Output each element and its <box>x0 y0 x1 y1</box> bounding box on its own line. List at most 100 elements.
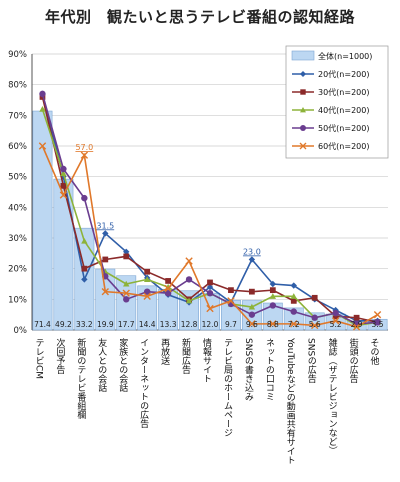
bar-value-label: 19.9 <box>97 320 114 329</box>
data-point <box>165 278 171 284</box>
category-label: 友人との会話 <box>96 337 107 393</box>
bar <box>137 285 158 331</box>
bar-value-label: 3.5 <box>372 320 384 329</box>
data-point <box>269 280 277 288</box>
legend-label: 50代(n=200) <box>318 123 369 133</box>
bar-value-label: 5.2 <box>330 320 342 329</box>
data-point <box>206 283 214 291</box>
legend-label: 全体(n=1000) <box>318 51 372 61</box>
data-point <box>185 257 193 265</box>
data-point <box>122 289 130 297</box>
bar-value-label: 14.4 <box>139 320 156 329</box>
data-point <box>353 314 360 321</box>
category-label: 再放送 <box>159 338 170 366</box>
bar <box>53 178 74 331</box>
bar <box>32 110 53 331</box>
data-point <box>290 293 297 299</box>
data-point <box>228 287 234 294</box>
y-tick-label: 90% <box>8 50 27 60</box>
data-point <box>207 279 213 286</box>
bar-value-label: 8.8 <box>267 320 279 329</box>
legend-swatch <box>291 50 315 61</box>
data-point <box>143 292 151 300</box>
data-point <box>38 142 47 150</box>
data-point <box>123 248 130 255</box>
bar-value-label: 12.0 <box>202 320 219 329</box>
data-point <box>164 284 172 293</box>
data-point <box>290 308 297 315</box>
category-label: 新聞広告 <box>180 337 191 375</box>
data-point <box>143 288 151 295</box>
y-tick-label: 60% <box>8 142 27 152</box>
category-label: SNSの書き込み <box>243 338 254 401</box>
data-point <box>60 182 67 189</box>
category-label: ネットの口コミ <box>264 338 275 401</box>
category-label: 街頭の広告 <box>348 337 359 384</box>
y-tick-label: 80% <box>8 81 27 91</box>
data-point <box>102 256 109 263</box>
data-point <box>290 297 297 304</box>
chart-title: 年代別 観たいと思うテレビ番組の認知経路 <box>44 8 355 26</box>
data-point <box>143 276 151 282</box>
bar-value-label: 2.9 <box>351 320 363 329</box>
data-point <box>102 230 109 237</box>
category-label: インターネットの広告 <box>138 338 149 429</box>
data-point <box>311 314 318 321</box>
data-point <box>269 302 277 309</box>
data-point <box>248 311 256 318</box>
data-point <box>269 293 277 299</box>
data-point <box>81 194 88 202</box>
data-point <box>123 296 130 303</box>
legend-marker <box>300 125 306 131</box>
legend-label: 60代(n=200) <box>318 141 369 151</box>
bar <box>116 275 137 331</box>
data-point <box>290 282 297 289</box>
annotation-label: 23.0 <box>243 247 261 256</box>
data-point <box>248 256 256 263</box>
category-label: SNSの広告 <box>306 338 317 384</box>
bar-value-label: 49.2 <box>55 320 72 329</box>
legend-marker <box>300 107 306 113</box>
bar-value-label: 9.7 <box>225 320 237 329</box>
legend-marker <box>300 71 306 77</box>
data-point <box>60 170 67 177</box>
data-point <box>206 304 214 313</box>
y-tick-label: 70% <box>8 111 27 121</box>
data-point <box>311 294 318 301</box>
category-label: その他 <box>369 338 380 366</box>
bar-value-label: 5.6 <box>309 320 321 329</box>
legend-marker <box>300 89 306 95</box>
data-point <box>59 191 68 199</box>
y-tick-label: 10% <box>8 295 27 305</box>
category-label: YouTubeなどの動画共有サイト <box>285 337 296 465</box>
annotation-label: 57.0 <box>75 143 93 152</box>
y-tick-label: 20% <box>8 265 27 275</box>
category-label: 情報サイト <box>201 337 212 383</box>
bar-value-label: 13.3 <box>160 320 177 329</box>
data-point <box>373 310 382 319</box>
category-label: テレビCM <box>33 338 43 379</box>
legend-label: 20代(n=200) <box>318 69 369 79</box>
legend-marker <box>299 142 307 150</box>
category-label: 家族との会話 <box>117 337 128 393</box>
data-point <box>39 90 46 98</box>
data-point <box>81 237 88 244</box>
data-point <box>164 290 172 297</box>
data-point <box>80 151 89 159</box>
data-point <box>352 323 361 331</box>
bar-value-label: 33.2 <box>76 320 93 329</box>
data-point <box>269 287 276 294</box>
bar-value-label: 9.6 <box>246 320 258 329</box>
data-point <box>248 320 256 328</box>
y-tick-label: 50% <box>8 173 27 183</box>
legend: 全体(n=1000) 20代(n=200) 30代(n=200) 40代(n=200)… <box>285 45 389 159</box>
legend-label: 30代(n=200) <box>318 87 369 97</box>
y-tick-label: 0% <box>14 326 28 336</box>
data-point <box>81 265 88 272</box>
data-point <box>164 283 172 290</box>
category-label: テレビ局のホームページ <box>222 338 233 437</box>
data-point <box>331 317 340 325</box>
data-point <box>248 303 256 310</box>
data-point <box>269 320 277 328</box>
